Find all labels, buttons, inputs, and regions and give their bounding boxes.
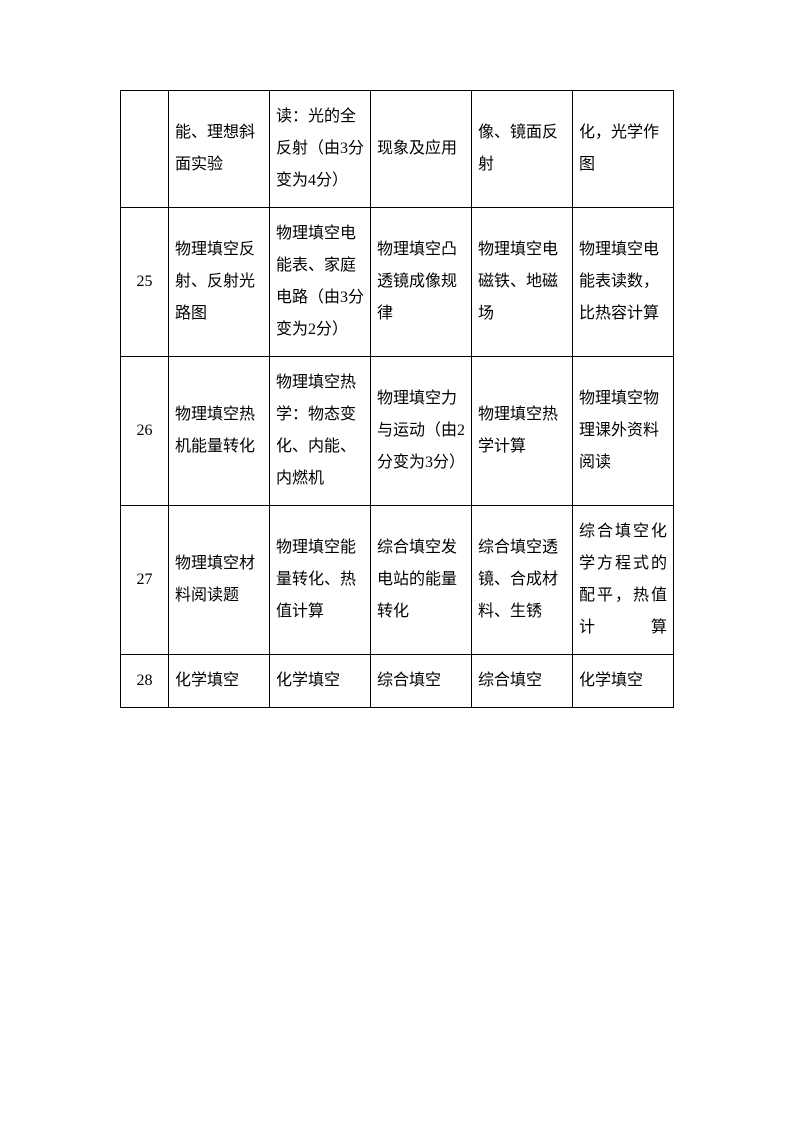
row-number: 28 [121,655,169,708]
cell: 综合填空 [371,655,472,708]
row-number: 25 [121,208,169,357]
row-number [121,91,169,208]
content-table: 能、理想斜面实验 读：光的全反射（由3分变为4分） 现象及应用 像、镜面反射 化… [120,90,674,708]
row-number: 27 [121,506,169,655]
cell: 化学填空 [573,655,674,708]
cell: 综合填空化学方程式的配平，热值计算 [573,506,674,655]
cell: 能、理想斜面实验 [169,91,270,208]
cell: 像、镜面反射 [472,91,573,208]
table-row: 27 物理填空材料阅读题 物理填空能量转化、热值计算 综合填空发电站的能量转化 … [121,506,674,655]
cell: 物理填空能量转化、热值计算 [270,506,371,655]
cell: 综合填空发电站的能量转化 [371,506,472,655]
cell: 物理填空热学计算 [472,357,573,506]
cell: 物理填空力与运动（由2分变为3分） [371,357,472,506]
cell: 综合填空 [472,655,573,708]
table-row: 26 物理填空热机能量转化 物理填空热学：物态变化、内能、内燃机 物理填空力与运… [121,357,674,506]
cell: 化学填空 [270,655,371,708]
cell: 物理填空物理课外资料阅读 [573,357,674,506]
cell: 物理填空电能表、家庭电路（由3分变为2分） [270,208,371,357]
table-row: 能、理想斜面实验 读：光的全反射（由3分变为4分） 现象及应用 像、镜面反射 化… [121,91,674,208]
cell: 化学填空 [169,655,270,708]
cell: 物理填空反射、反射光路图 [169,208,270,357]
cell: 综合填空透镜、合成材料、生锈 [472,506,573,655]
cell: 物理填空电磁铁、地磁场 [472,208,573,357]
cell: 物理填空电能表读数，比热容计算 [573,208,674,357]
cell: 读：光的全反射（由3分变为4分） [270,91,371,208]
table-row: 25 物理填空反射、反射光路图 物理填空电能表、家庭电路（由3分变为2分） 物理… [121,208,674,357]
cell: 物理填空热机能量转化 [169,357,270,506]
table-row: 28 化学填空 化学填空 综合填空 综合填空 化学填空 [121,655,674,708]
cell: 现象及应用 [371,91,472,208]
cell: 化，光学作图 [573,91,674,208]
row-number: 26 [121,357,169,506]
cell: 物理填空热学：物态变化、内能、内燃机 [270,357,371,506]
cell: 物理填空凸透镜成像规律 [371,208,472,357]
cell: 物理填空材料阅读题 [169,506,270,655]
